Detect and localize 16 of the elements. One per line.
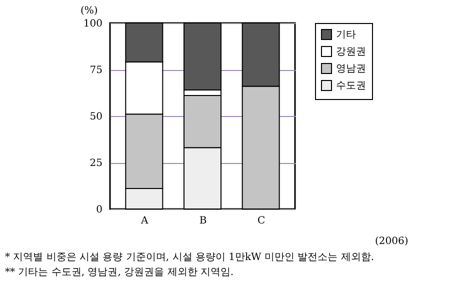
y-tick-label: 50 xyxy=(90,112,102,122)
x-tick-label: C xyxy=(258,216,266,226)
y-tick-label: 75 xyxy=(90,65,102,76)
y-tick-label: 0 xyxy=(96,204,102,216)
text: (2006) xyxy=(375,236,408,247)
legend-label: 수도권 xyxy=(336,80,366,92)
y-axis-title: (%) xyxy=(80,6,98,16)
x-tick-label: B xyxy=(199,216,207,226)
y-tick-label: 25 xyxy=(90,158,102,169)
legend-label: 영남권 xyxy=(336,64,366,74)
legend-label: 강원권 xyxy=(336,46,366,58)
text: * 지역별 비중은 시설 용량 기준이며, 시설 용량이 1만kW 미만인 발전소는 제외함. xyxy=(5,252,374,263)
y-tick-label: 100 xyxy=(83,18,102,30)
legend-label: 기타 xyxy=(336,30,356,40)
x-tick-label: A xyxy=(140,216,150,226)
text: ** 기타는 수도권, 영남권, 강원권을 제외한 지역임. xyxy=(5,267,234,278)
